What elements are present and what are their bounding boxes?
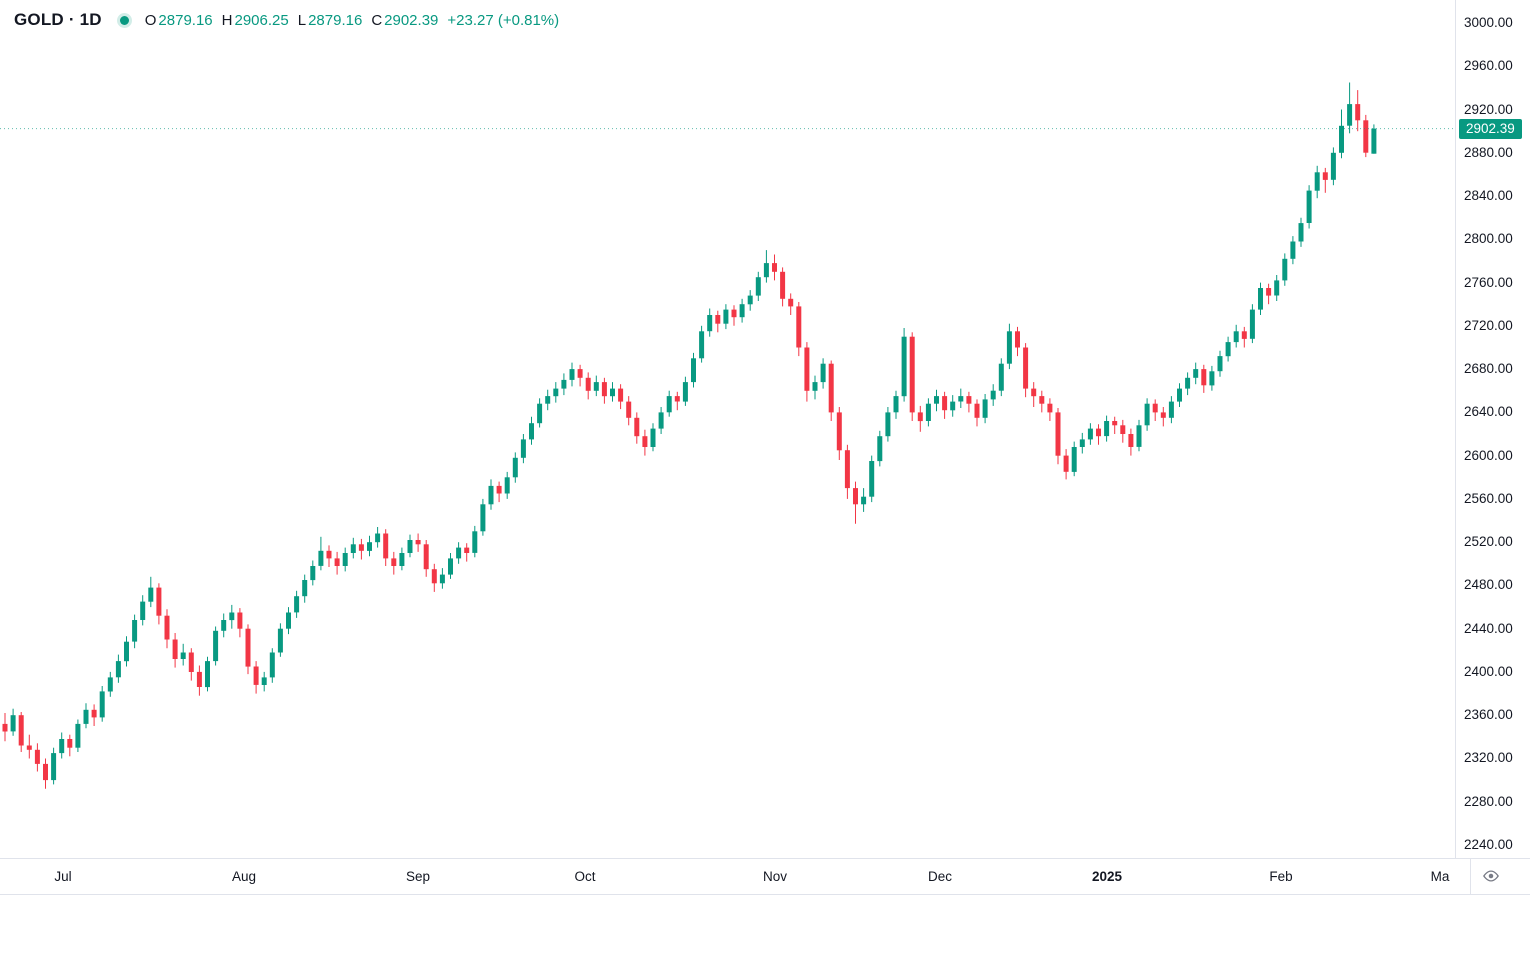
footer-space <box>0 896 1530 962</box>
close-label: C <box>371 11 383 29</box>
time-tick-label: Nov <box>762 869 788 884</box>
price-tick-label: 3000.00 <box>1464 15 1513 30</box>
open-label: O <box>144 11 157 29</box>
price-tick-label: 2240.00 <box>1464 837 1513 852</box>
status-dot[interactable] <box>119 15 129 25</box>
price-tick-label: 2360.00 <box>1464 707 1513 723</box>
axis-corner-divider <box>1470 859 1471 894</box>
ohlc-open: O 2879.16 <box>145 12 213 29</box>
last-price-label: 2902.39 <box>1459 118 1522 139</box>
ohlc-high: H 2906.25 <box>222 12 289 29</box>
chart-legend: GOLD · 1D O 2879.16 H 2906.25 L 2879.16 C 29… <box>14 10 559 30</box>
low-label: L <box>297 11 307 29</box>
high-label: H <box>221 11 233 29</box>
symbol-title[interactable]: GOLD · 1D <box>14 10 102 29</box>
price-tick-label: 2480.00 <box>1464 577 1513 593</box>
price-tick-label: 2440.00 <box>1464 620 1513 636</box>
close-value: 2902.39 <box>384 11 439 29</box>
low-value: 2879.16 <box>308 11 363 29</box>
price-tick-label: 2720.00 <box>1464 317 1513 333</box>
time-tick-label: Aug <box>231 869 257 884</box>
price-tick-label: 2920.00 <box>1464 101 1513 117</box>
time-tick-label: Oct <box>574 869 596 884</box>
time-axis[interactable]: Jul Aug Sep Oct Nov Dec 2025 Feb Ma <box>0 858 1530 895</box>
time-tick-label: Dec <box>927 869 953 884</box>
price-tick-label: 2960.00 <box>1464 58 1513 74</box>
price-axis[interactable]: 3000.00 2960.00 2920.00 2880.00 2840.00 2800.… <box>1455 0 1530 858</box>
time-tick-label: Jul <box>54 869 72 884</box>
high-value: 2906.25 <box>234 11 289 29</box>
price-tick-label: 2840.00 <box>1464 188 1513 204</box>
time-tick-label: 2025 <box>1091 869 1123 884</box>
price-tick-label: 2880.00 <box>1464 144 1513 160</box>
price-tick-label: 2640.00 <box>1464 404 1513 420</box>
open-value: 2879.16 <box>158 11 213 29</box>
price-tick-label: 2680.00 <box>1464 361 1513 377</box>
ohlc-low: L 2879.16 <box>298 12 363 29</box>
candlestick-chart[interactable] <box>0 0 1455 858</box>
time-tick-label: Sep <box>405 869 431 884</box>
price-tick-label: 2800.00 <box>1464 231 1513 247</box>
price-tick-label: 2320.00 <box>1464 750 1513 766</box>
price-tick-label: 2600.00 <box>1464 447 1513 463</box>
time-tick-label: Feb <box>1269 869 1293 884</box>
time-tick-label: Ma <box>1430 869 1450 884</box>
price-tick-label: 2760.00 <box>1464 274 1513 290</box>
price-tick-label: 2280.00 <box>1464 793 1513 809</box>
chart-area[interactable]: GOLD · 1D O 2879.16 H 2906.25 L 2879.16 C 29… <box>0 0 1455 858</box>
ohlc-close: C 2902.39 <box>371 12 438 29</box>
eye-icon[interactable] <box>1482 867 1500 885</box>
price-tick-label: 2560.00 <box>1464 490 1513 506</box>
price-tick-label: 2400.00 <box>1464 663 1513 679</box>
price-tick-label: 2520.00 <box>1464 534 1513 550</box>
change-value: +23.27 (+0.81%) <box>447 11 560 29</box>
